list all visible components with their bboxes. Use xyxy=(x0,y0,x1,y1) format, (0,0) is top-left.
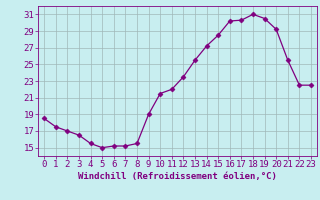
X-axis label: Windchill (Refroidissement éolien,°C): Windchill (Refroidissement éolien,°C) xyxy=(78,172,277,181)
